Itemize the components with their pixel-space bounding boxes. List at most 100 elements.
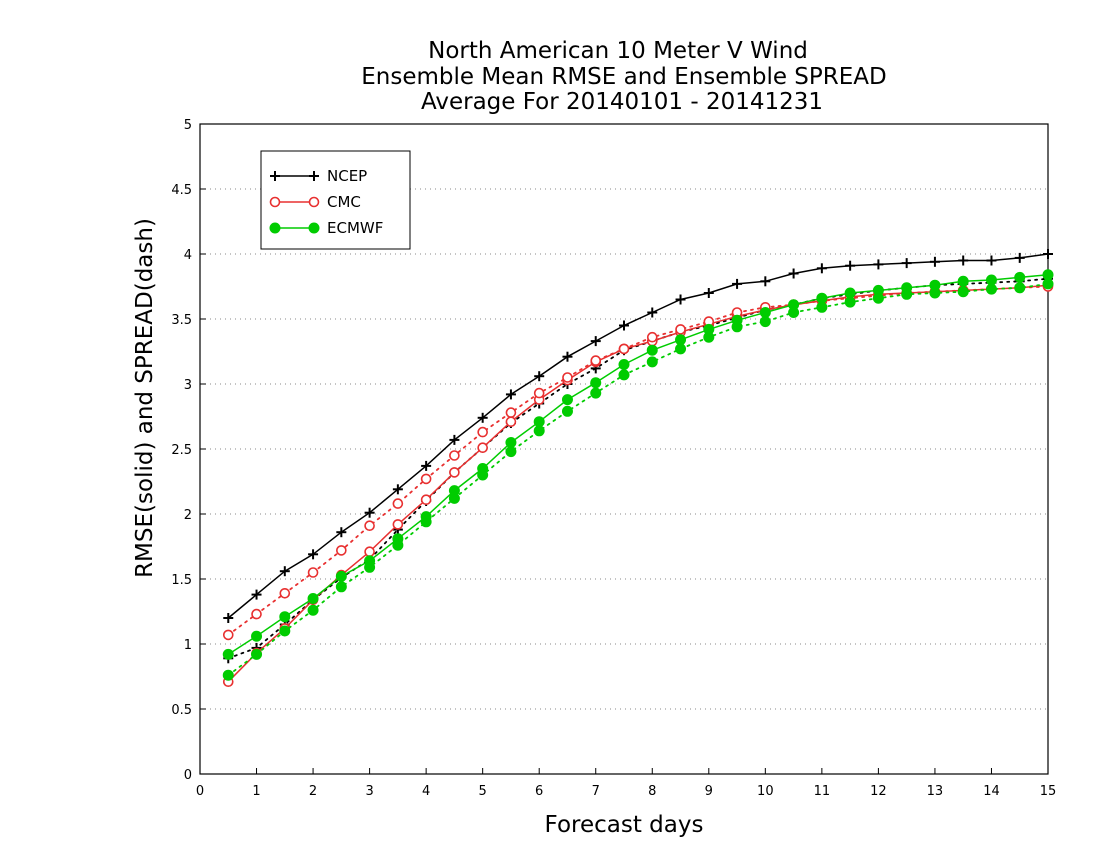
point-ecmwf-rmse-29 [1042, 269, 1054, 281]
point-cmc-spread-6 [392, 498, 404, 509]
point-ncep-rmse-21 [816, 263, 827, 274]
x-tick-label-4: 4 [422, 784, 430, 799]
point-cmc-spread-0 [222, 629, 234, 641]
point-ecmwf-spread-1 [251, 648, 263, 660]
x-tick-label-10: 10 [757, 784, 774, 799]
point-cmc-spread-8 [449, 450, 460, 461]
point-ncep-rmse-1 [251, 589, 262, 600]
point-ecmwf-rmse-14 [618, 359, 630, 370]
y-tick-label-6: 3 [184, 378, 192, 393]
point-ncep-rmse-5 [364, 507, 375, 518]
point-ecmwf-rmse-27 [985, 274, 997, 286]
legend-marker-right-ncep [309, 171, 319, 181]
point-cmc-spread-3 [307, 567, 319, 578]
point-ecmwf-spread-11 [533, 425, 545, 437]
series-line-cmc-spread [227, 285, 1049, 636]
point-ecmwf-spread-27 [985, 283, 997, 295]
y-tick-label-10: 5 [184, 118, 192, 133]
point-ecmwf-rmse-15 [646, 344, 658, 356]
y-tick-label-5: 2.5 [171, 443, 192, 458]
point-ecmwf-spread-23 [872, 292, 884, 304]
x-tick-label-14: 14 [983, 784, 1000, 799]
point-cmc-spread-15 [646, 331, 658, 343]
series-ecmwf [222, 269, 1054, 681]
point-ecmwf-rmse-2 [279, 611, 291, 623]
x-axis-label: Forecast days [545, 812, 704, 838]
y-tick-label-3: 1.5 [171, 573, 192, 588]
point-ecmwf-spread-10 [505, 446, 517, 458]
point-ecmwf-rmse-3 [307, 593, 319, 604]
point-ecmwf-rmse-11 [533, 416, 545, 428]
point-ncep-rmse-14 [619, 320, 629, 331]
point-ncep-rmse-29 [1043, 249, 1053, 259]
point-cmc-rmse-7 [420, 494, 432, 506]
point-ecmwf-rmse-10 [505, 437, 517, 448]
point-cmc-spread-9 [477, 426, 488, 438]
point-ecmwf-rmse-19 [759, 307, 771, 318]
legend-label-cmc: CMC [327, 193, 361, 211]
point-ecmwf-spread-26 [957, 286, 969, 298]
point-ncep-rmse-28 [1014, 252, 1025, 263]
title-line-2: Ensemble Mean RMSE and Ensemble SPREAD [361, 64, 886, 90]
y-tick-label-0: 0 [184, 768, 192, 783]
point-ncep-rmse-7 [421, 460, 432, 471]
point-ecmwf-spread-28 [1014, 282, 1026, 294]
legend-item-ecmwf: ECMWF [269, 219, 383, 237]
point-cmc-spread-12 [562, 372, 573, 383]
series-line-ncep-rmse [227, 253, 1049, 619]
point-ncep-rmse-0 [223, 613, 234, 623]
x-tick-label-13: 13 [927, 784, 944, 799]
legend-marker-left-ncep [270, 171, 280, 181]
point-cmc-rmse-9 [477, 442, 488, 454]
point-ecmwf-spread-14 [618, 369, 630, 381]
point-ecmwf-spread-4 [335, 581, 347, 593]
point-ncep-rmse-8 [449, 434, 460, 445]
grid [200, 188, 1048, 710]
point-ecmwf-spread-25 [929, 287, 941, 299]
point-ecmwf-rmse-12 [561, 394, 573, 406]
x-tick-label-1: 1 [252, 784, 260, 799]
legend-marker-left-cmc [269, 196, 281, 208]
x-tick-label-3: 3 [365, 784, 373, 799]
point-ecmwf-spread-18 [731, 321, 743, 333]
chart-title: North American 10 Meter V Wind Ensemble … [361, 38, 886, 115]
x-tick-label-12: 12 [870, 784, 887, 799]
legend-marker-right-cmc [308, 196, 320, 208]
point-ncep-rmse-13 [590, 336, 601, 347]
point-ncep-rmse-18 [732, 278, 743, 289]
point-ecmwf-rmse-28 [1014, 271, 1026, 283]
point-ncep-rmse-4 [336, 527, 347, 538]
y-tick-label-8: 4 [184, 248, 192, 263]
y-tick-label-7: 3.5 [171, 313, 192, 328]
x-tick-label-7: 7 [592, 784, 600, 799]
point-ecmwf-rmse-4 [335, 570, 347, 582]
point-ncep-rmse-25 [929, 256, 940, 267]
point-ecmwf-rmse-21 [816, 292, 828, 304]
point-ncep-rmse-2 [279, 566, 290, 577]
y-axis-label: RMSE(solid) and SPREAD(dash) [132, 218, 158, 578]
legend-item-ncep: NCEP [270, 167, 367, 185]
point-ecmwf-spread-0 [222, 669, 234, 681]
point-cmc-spread-16 [675, 324, 686, 335]
point-ecmwf-spread-9 [477, 469, 489, 481]
point-ecmwf-spread-5 [364, 561, 376, 573]
point-ncep-rmse-12 [562, 351, 573, 362]
y-tick-label-4: 2 [184, 508, 192, 523]
series-ncep [223, 249, 1053, 664]
point-ecmwf-rmse-1 [251, 630, 263, 642]
point-ecmwf-spread-7 [420, 516, 432, 528]
point-ecmwf-spread-3 [307, 604, 319, 616]
x-axis-ticks: 0 1 2 3 4 5 6 7 8 9 10 11 12 13 14 15 [196, 768, 1056, 799]
y-tick-label-9: 4.5 [171, 183, 192, 198]
point-ecmwf-rmse-26 [957, 275, 969, 287]
point-cmc-spread-2 [279, 587, 291, 599]
y-tick-label-1: 0.5 [171, 703, 192, 718]
point-ncep-rmse-9 [477, 412, 488, 423]
y-tick-label-2: 1 [184, 638, 192, 653]
series-line-cmc-rmse [227, 284, 1049, 683]
series-line-ncep-spread [227, 277, 1049, 660]
point-ecmwf-spread-24 [901, 288, 913, 300]
x-tick-label-9: 9 [705, 784, 713, 799]
point-ecmwf-rmse-0 [222, 648, 234, 660]
point-ncep-rmse-27 [986, 255, 997, 266]
